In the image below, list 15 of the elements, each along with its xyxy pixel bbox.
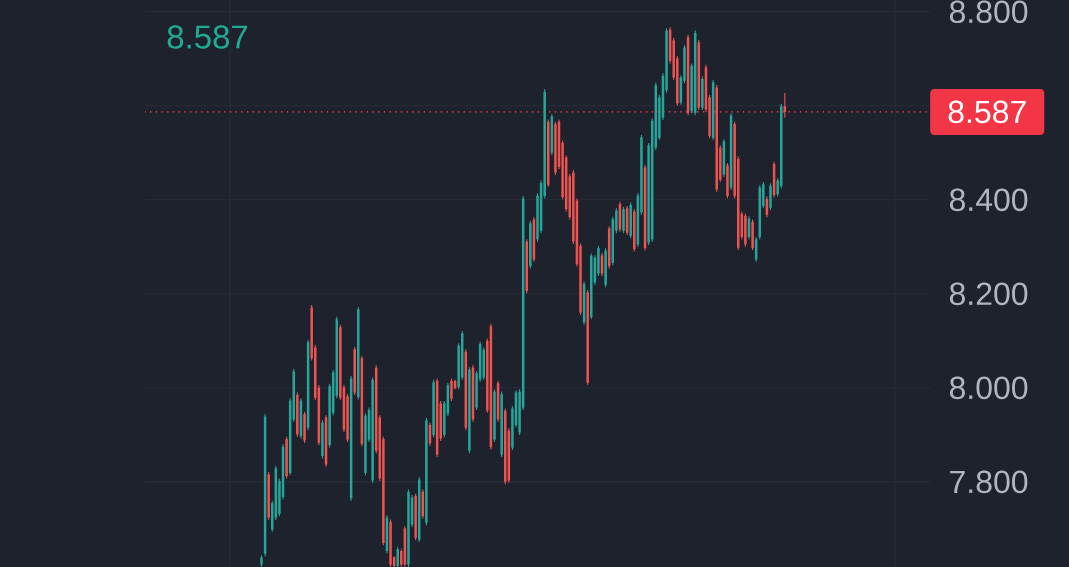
y-tick-label: 8.400 [949,188,1028,212]
y-tick-label: 8.200 [949,282,1028,306]
ref-line-label: 8.587 [948,100,1026,124]
candlestick [622,206,625,234]
candlestick [396,546,399,567]
candlestick [260,554,263,567]
candlestick [303,411,306,444]
y-tick-label: 7.800 [950,470,1028,494]
candlestick [493,388,496,443]
y-tick-label: 8.800 [949,0,1028,24]
annotation: 8.587 [167,25,248,49]
candlestick [726,162,729,199]
candlestick [450,377,453,402]
y-tick-label: 8.000 [949,376,1028,400]
candlestick [769,182,772,211]
